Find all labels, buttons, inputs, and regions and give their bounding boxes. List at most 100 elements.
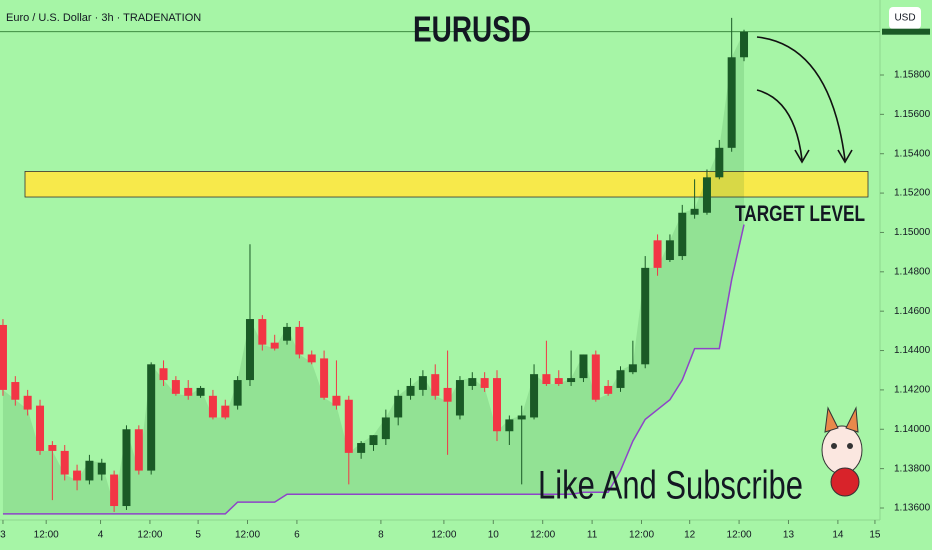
candle-body	[184, 387, 193, 396]
chart-title: EURUSD	[413, 9, 531, 50]
candle-body	[270, 342, 279, 349]
candle-body	[715, 147, 724, 178]
candle-body	[480, 378, 489, 388]
candle-body	[344, 399, 353, 453]
candle-body	[455, 380, 464, 416]
candle-body	[159, 368, 168, 381]
candle-body	[554, 378, 563, 384]
candle-body	[11, 382, 20, 400]
candle-body	[369, 435, 378, 446]
currency-label: USD	[894, 13, 915, 24]
candle-body	[567, 378, 576, 383]
candle-body	[48, 445, 57, 451]
candle-body	[36, 405, 45, 451]
candle-body	[60, 450, 69, 475]
candle-body	[628, 364, 637, 373]
x-tick-label: 12:00	[629, 530, 654, 541]
candle-body	[357, 443, 366, 453]
target-label: TARGET LEVEL	[735, 201, 865, 226]
candle-body	[221, 405, 230, 418]
x-tick-label: 12:00	[34, 530, 59, 541]
candle-body	[110, 474, 119, 507]
y-tick-label: 1.14000	[894, 424, 931, 435]
x-tick-label: 12:00	[431, 530, 456, 541]
y-tick-label: 1.14400	[894, 345, 931, 356]
candle-body	[665, 240, 674, 260]
x-tick-label: 12:00	[235, 530, 260, 541]
x-tick-label: 12:00	[137, 530, 162, 541]
y-tick-label: 1.13800	[894, 463, 931, 474]
candle-body	[171, 380, 180, 394]
candle-body	[258, 319, 267, 345]
y-tick-label: 1.14200	[894, 385, 931, 396]
candle-body	[678, 212, 687, 257]
trail-fill	[2, 31, 745, 514]
candle-body	[641, 267, 650, 365]
candle-body	[530, 374, 539, 418]
candle-body	[147, 364, 156, 471]
x-tick-label: 12	[684, 530, 696, 541]
candle-body	[196, 387, 205, 396]
x-tick-label: 4	[98, 530, 104, 541]
candle-body	[295, 326, 304, 355]
candle-body	[283, 326, 292, 341]
candle-body	[542, 374, 551, 384]
target-zone	[24, 171, 869, 198]
candle-body	[208, 395, 217, 418]
mascot	[821, 406, 863, 497]
candle-body	[702, 177, 711, 213]
candle-body	[394, 395, 403, 418]
plot: 1.13600 1.13800 1.14000 1.14200 1.14400 1.146…	[0, 17, 931, 541]
x-tick-label: 11	[587, 530, 598, 541]
arrow	[756, 36, 846, 161]
candle-body	[468, 378, 477, 386]
arrow	[756, 89, 803, 161]
x-tick-label: 8	[378, 530, 384, 541]
candle-body	[492, 378, 501, 432]
x-tick-label: 3	[0, 530, 6, 541]
candle-body	[505, 419, 514, 432]
y-tick-label: 1.14800	[894, 266, 931, 277]
candle-body	[740, 31, 749, 58]
trail-line	[2, 224, 745, 515]
candle-body	[418, 376, 427, 390]
candle-body	[85, 460, 94, 481]
candle-body	[122, 429, 131, 507]
x-tick-label: 6	[294, 530, 300, 541]
candle-body	[233, 380, 242, 406]
candle-body	[23, 395, 32, 410]
x-tick-label: 10	[488, 530, 500, 541]
candle-body	[443, 387, 452, 402]
y-tick-label: 1.15600	[894, 109, 931, 120]
candle-body	[381, 417, 390, 440]
y-tick-label: 1.13600	[894, 503, 931, 514]
candle-body	[134, 429, 143, 471]
chart-header: Euro / U.S. Dollar · 3h · TRADENATION	[6, 12, 201, 24]
x-tick-label: 12:00	[727, 530, 752, 541]
candle-body	[307, 354, 316, 363]
y-tick-label: 1.14600	[894, 306, 931, 317]
candle-body	[332, 395, 341, 406]
y-tick-label: 1.15000	[894, 227, 931, 238]
candle-body	[245, 319, 254, 381]
candle-body	[517, 415, 526, 420]
x-tick-label: 12:00	[530, 530, 555, 541]
candle-body	[604, 385, 613, 394]
x-tick-label: 13	[783, 530, 795, 541]
price-marker	[882, 28, 930, 35]
candle-body	[431, 374, 440, 396]
x-tick-label: 5	[195, 530, 201, 541]
candle-body	[616, 370, 625, 388]
candle-body	[73, 470, 82, 481]
x-tick-label: 15	[869, 530, 881, 541]
candle-body	[320, 358, 329, 398]
x-tick-label: 14	[832, 530, 844, 541]
currency-box	[889, 7, 921, 29]
candle-body	[97, 462, 106, 475]
candle-body	[0, 324, 7, 390]
candle-body	[591, 354, 600, 400]
candle-body	[690, 208, 699, 215]
y-tick-label: 1.15200	[894, 188, 931, 199]
